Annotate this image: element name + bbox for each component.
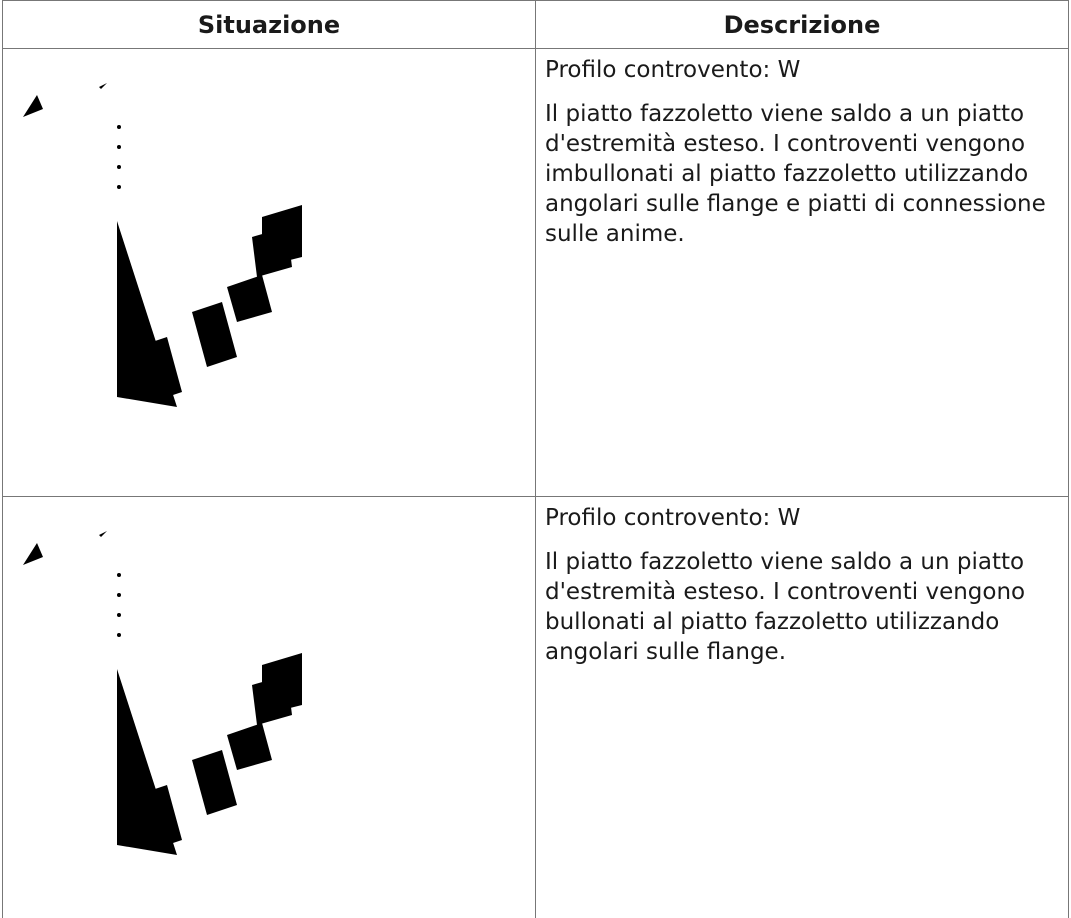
profile: Profilo controvento: W	[545, 57, 801, 83]
connection-drawing	[17, 57, 407, 487]
header-cell: Descrizione	[535, 0, 1069, 49]
profile: Profilo controvento: W	[545, 505, 801, 531]
row: Profilo controvento: W Il piatto fazzole…	[2, 496, 1069, 918]
image-cell	[2, 48, 536, 497]
text-cell: Profilo controvento: W Il piatto fazzole…	[535, 496, 1069, 918]
header-cell: Situazione	[2, 0, 536, 49]
connection-drawing	[17, 505, 407, 918]
header-row: Situazione Descrizione	[2, 0, 1069, 49]
text-cell: Profilo controvento: W Il piatto fazzole…	[535, 48, 1069, 497]
row: Profilo controvento: W Il piatto fazzole…	[2, 48, 1069, 497]
description: Il piatto fazzoletto viene saldo a un pi…	[545, 549, 1026, 665]
description: Il piatto fazzoletto viene saldo a un pi…	[545, 101, 1046, 247]
image-cell	[2, 496, 536, 918]
